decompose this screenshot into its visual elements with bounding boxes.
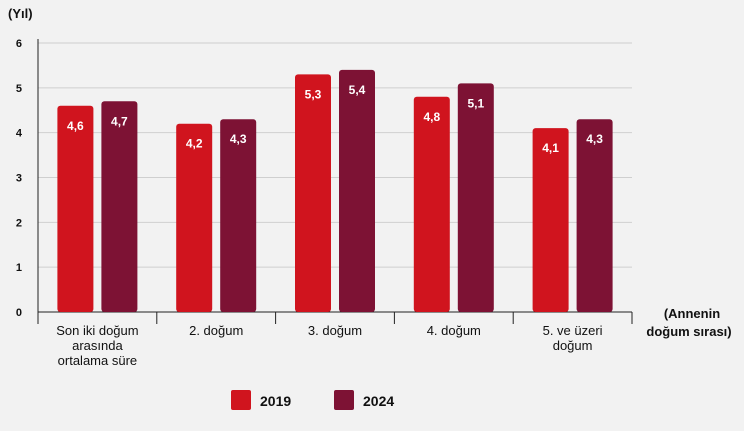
y-tick-label: 0: [16, 307, 22, 319]
bar-value-label: 4,3: [230, 132, 247, 146]
y-tick-label: 6: [16, 38, 22, 50]
bar-value-label: 5,1: [467, 96, 484, 110]
bar-2019: [57, 105, 94, 313]
x-category-label: 2. doğum: [189, 323, 243, 338]
bar-2019: [176, 123, 213, 312]
bar-value-label: 5,3: [305, 87, 322, 101]
y-axis-label: (Yıl): [8, 6, 33, 21]
bar-value-label: 4,3: [586, 132, 603, 146]
bar-value-label: 4,2: [186, 137, 203, 151]
bar-value-label: 4,8: [423, 110, 440, 124]
y-tick-label: 5: [16, 83, 22, 95]
x-category-label: Son iki doğum: [56, 323, 138, 338]
bar-2019: [295, 74, 331, 312]
x-axis-label: doğum sırası): [646, 324, 731, 339]
legend-label: 2019: [260, 393, 291, 409]
bar-2024: [220, 119, 257, 312]
y-tick-label: 3: [16, 173, 22, 185]
bar-2024: [339, 69, 375, 313]
y-tick-label: 2: [16, 217, 22, 229]
bar-2019: [532, 128, 569, 312]
bar-2019: [413, 96, 450, 312]
x-axis-label: (Annenin: [664, 306, 720, 321]
bar-value-label: 4,1: [542, 141, 559, 155]
y-tick-label: 1: [16, 262, 22, 274]
bar-value-label: 4,7: [111, 114, 128, 128]
bar-value-label: 4,6: [67, 119, 84, 133]
bar-value-label: 5,4: [349, 83, 366, 97]
bar-2024: [457, 83, 494, 312]
legend-swatch-2024: [334, 390, 354, 410]
bar-2024: [576, 119, 613, 312]
y-tick-label: 4: [16, 128, 23, 140]
x-category-label: 3. doğum: [308, 323, 362, 338]
x-category-label: 5. ve üzeri: [543, 323, 603, 338]
x-category-label: 4. doğum: [427, 323, 481, 338]
legend-swatch-2019: [231, 390, 251, 410]
x-category-label: ortalama süre: [58, 353, 137, 368]
legend-label: 2024: [363, 393, 394, 409]
x-category-label: arasında: [72, 338, 123, 353]
x-category-label: doğum: [553, 338, 593, 353]
bar-2024: [101, 101, 138, 313]
